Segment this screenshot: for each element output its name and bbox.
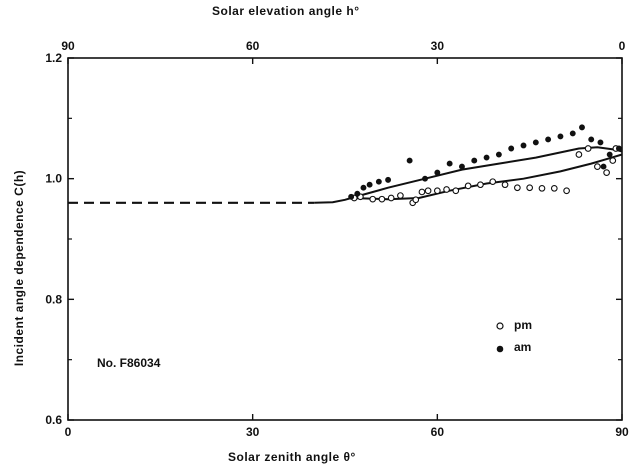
data-point-am [520,142,527,149]
x-tick-label: 90 [615,425,629,439]
fit-curve-solid [350,146,623,199]
data-point-am [471,157,478,164]
data-point-pm [526,184,534,192]
legend-marker-am [496,345,504,353]
data-point-am [446,160,453,167]
data-point-am [588,136,595,143]
data-point-am [495,151,502,158]
specimen-annotation: No. F86034 [97,356,161,370]
fit-curve-solid [351,153,623,201]
top-tick-label: 90 [61,39,75,53]
top-tick-label: 30 [431,39,445,53]
data-point-am [606,151,613,158]
data-point-am [615,145,622,152]
data-point-am [354,190,361,197]
data-point-am [348,193,355,200]
data-point-am [557,133,564,140]
data-point-am [360,184,367,191]
y-tick-label: 0.6 [45,413,62,427]
data-point-am [375,178,382,185]
data-point-am [483,154,490,161]
data-point-pm [609,157,617,164]
data-point-pm [387,194,395,202]
x-tick-label: 0 [65,425,72,439]
data-point-pm [412,196,420,204]
legend-label-am: am [514,340,532,354]
data-point-am [597,139,604,146]
data-point-pm [514,184,521,192]
data-point-pm [584,145,592,152]
data-point-pm [538,184,546,192]
data-point-pm [424,187,432,195]
data-point-pm [452,187,460,195]
data-point-pm [575,151,583,158]
data-point-am [385,176,392,183]
data-point-pm [501,181,509,189]
y-tick-label: 1.0 [45,172,62,186]
data-point-pm [489,178,497,186]
data-point-pm [397,192,404,199]
data-point-am [579,124,585,131]
data-point-am [422,175,428,182]
data-point-am [366,181,373,188]
data-point-pm [443,186,450,193]
fit-curve-solid [314,197,352,204]
data-point-pm [378,195,386,203]
y-tick-label: 1.2 [45,51,62,65]
data-point-pm [594,163,601,170]
data-point-pm [477,181,484,189]
x-axis-title: Solar zenith angle θ° [228,450,356,464]
data-point-am [545,136,552,143]
x-tick-label: 60 [431,425,445,439]
data-point-am [434,169,441,176]
top-axis-title: Solar elevation angle h° [212,4,360,18]
data-point-pm [418,188,426,196]
data-point-pm [433,187,441,195]
data-point-pm [550,184,558,192]
top-tick-label: 60 [246,39,260,53]
y-tick-label: 0.8 [45,292,62,306]
data-point-am [459,163,465,170]
legend-label-pm: pm [514,318,532,332]
data-point-am [508,145,515,152]
data-point-pm [563,187,570,195]
data-point-pm [464,182,472,190]
y-axis-title: Incident angle dependence C(h) [12,169,26,367]
data-point-pm [603,169,610,176]
x-tick-label: 30 [246,425,260,439]
data-point-pm [369,195,377,203]
data-point-am [600,163,607,170]
data-point-am [406,157,413,164]
data-point-am [532,139,539,146]
data-point-am [569,130,576,137]
legend-marker-pm [496,322,504,330]
top-tick-label: 0 [619,39,626,53]
